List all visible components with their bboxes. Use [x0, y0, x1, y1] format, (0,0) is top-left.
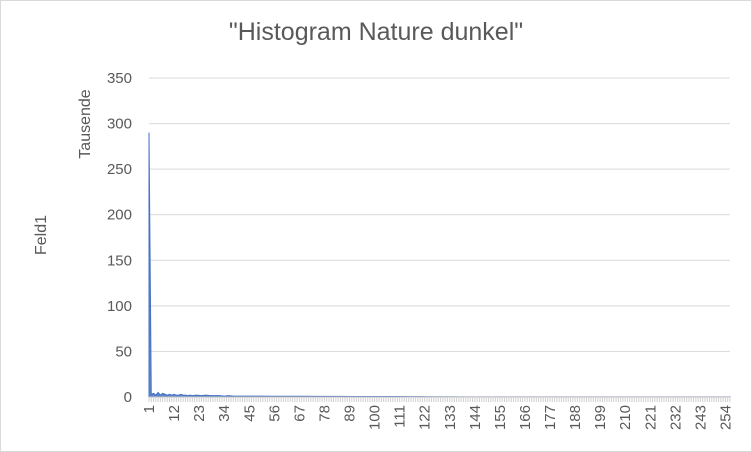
y-tick-label: 300 [107, 116, 132, 133]
x-tick-label: 45 [241, 405, 258, 422]
x-tick-label: 232 [667, 405, 684, 430]
x-axis [148, 396, 731, 402]
x-tick-label: 188 [567, 405, 584, 430]
x-tick-label: 254 [717, 405, 734, 430]
x-tick-label: 100 [367, 405, 384, 430]
x-tick-label: 67 [291, 405, 308, 422]
chart-title: "Histogram Nature dunkel" [228, 18, 524, 46]
y-tick-label: 200 [107, 207, 132, 224]
x-tick-label: 177 [542, 405, 559, 430]
series-area [148, 132, 731, 398]
y-tick-label: 100 [107, 298, 132, 315]
x-tick-label: 23 [191, 405, 208, 422]
x-tick-label: 243 [692, 405, 709, 430]
y-tick-label: 350 [107, 70, 132, 87]
y-tick-label: 0 [124, 389, 132, 406]
x-tick-labels: 1 12 23 34 45 56 67 78 89 100 111 122 133 144 155 166 17… [141, 405, 734, 430]
x-tick-label: 210 [617, 405, 634, 430]
x-tick-label: 133 [442, 405, 459, 430]
y-tick-label: 50 [115, 343, 132, 360]
series-0-area [148, 132, 731, 398]
x-tick-label: 122 [417, 405, 434, 430]
x-tick-label: 56 [266, 405, 283, 422]
x-tick-label: 89 [342, 405, 359, 422]
gridlines [149, 77, 730, 398]
x-tick-label: 166 [517, 405, 534, 430]
x-tick-label: 111 [392, 405, 409, 428]
x-tick-label: 78 [316, 405, 333, 422]
x-tick-label: 1 [141, 405, 158, 413]
y-tick-labels: 0 50 100 150 200 250 300 350 [107, 70, 132, 406]
x-tick-label: 221 [642, 405, 659, 430]
x-tick-label: 12 [166, 405, 183, 422]
x-tick-label: 155 [492, 405, 509, 430]
x-tick-label: 199 [592, 405, 609, 430]
x-tick-label: 144 [467, 405, 484, 430]
y-tick-label: 250 [107, 161, 132, 178]
x-tick-label: 34 [216, 405, 233, 422]
y-tick-label: 150 [107, 252, 132, 269]
